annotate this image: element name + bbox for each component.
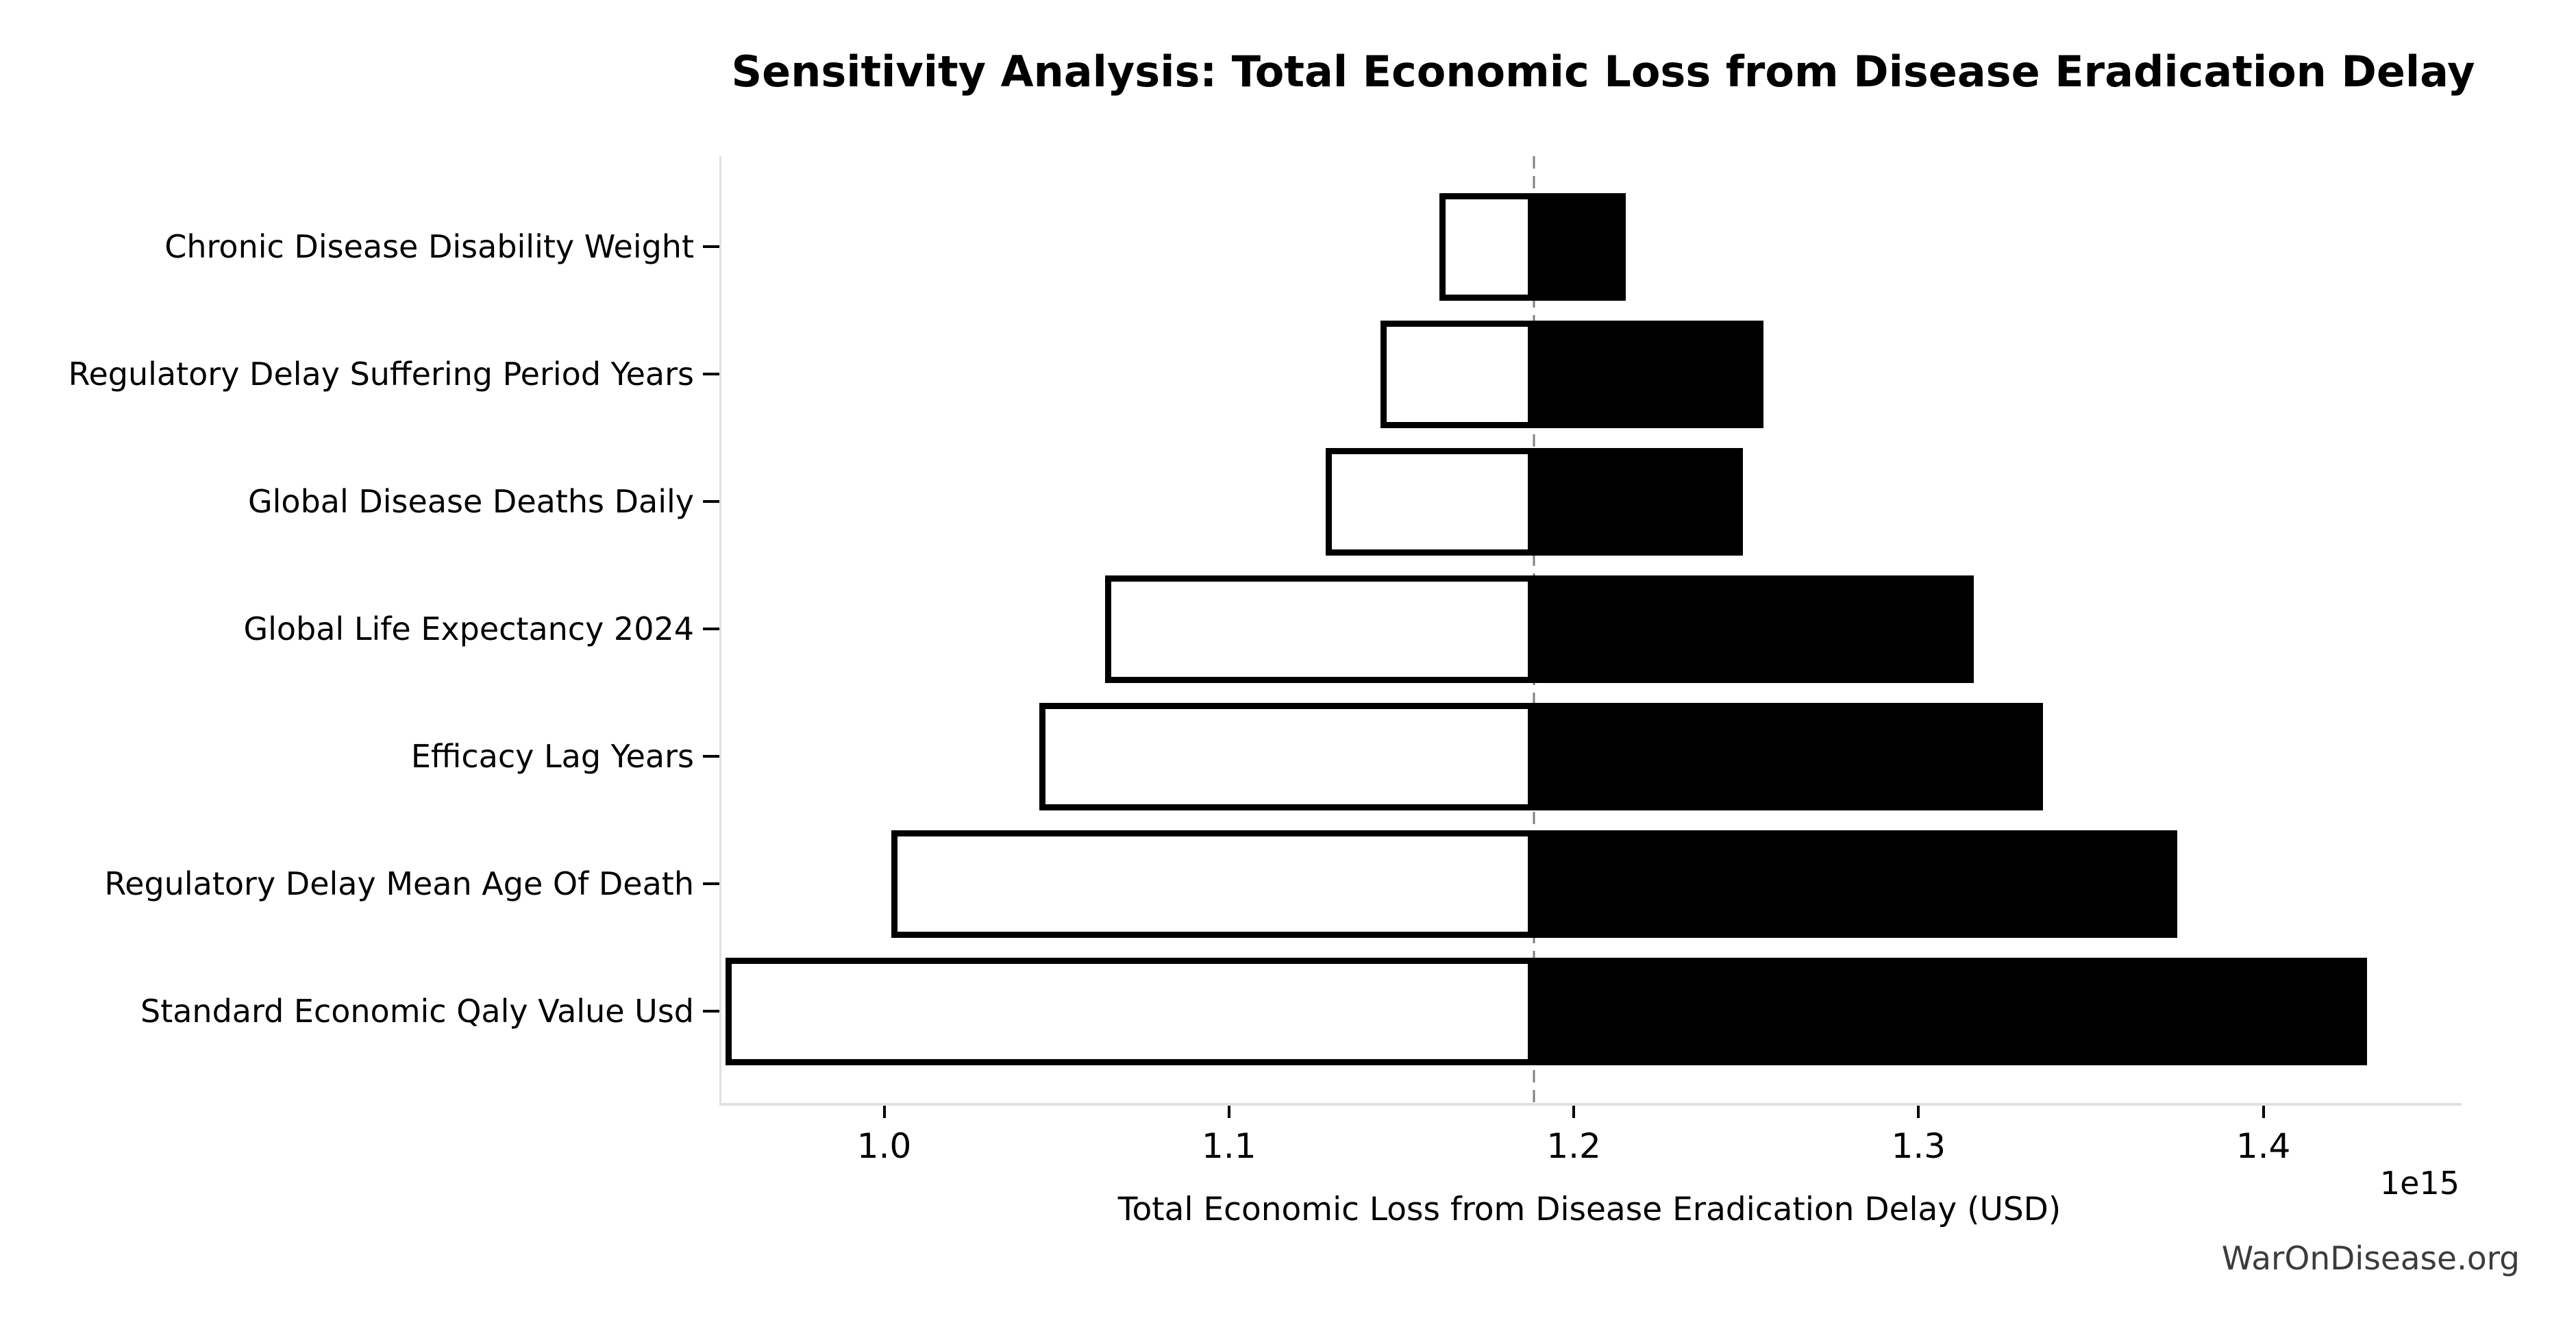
watermark-text: WarOnDisease.org [2221,1240,2520,1278]
high-bar [1534,958,2367,1065]
x-tick-mark [1917,1106,1920,1118]
low-bar [1104,575,1535,683]
y-axis-category-label: Global Disease Deaths Daily [248,483,694,521]
y-tick-mark [703,1010,719,1013]
x-tick-label: 1.2 [1546,1126,1601,1166]
high-bar [1534,193,1626,301]
y-axis-category-label: Global Life Expectancy 2024 [243,610,694,648]
chart-title: Sensitivity Analysis: Total Economic Los… [731,47,2475,97]
high-bar [1534,447,1743,556]
x-tick-label: 1.0 [856,1126,912,1166]
high-bar [1534,830,2177,938]
y-tick-mark [703,755,719,758]
plot-area: 1.0 1.1 1.2 1.3 1.4 [703,156,2462,1166]
x-tick-label: 1.4 [2236,1126,2291,1166]
y-axis-category-label: Standard Economic Qaly Value Usd [140,993,694,1030]
x-axis-offset-label: 1e15 [2379,1165,2460,1202]
low-bar [1439,193,1535,301]
x-tick-label: 1.3 [1891,1126,1946,1166]
y-tick-mark [703,245,719,249]
y-tick-mark [703,373,719,376]
x-axis-title: Total Economic Loss from Disease Eradica… [1117,1191,2061,1228]
y-axis-category-label: Regulatory Delay Suffering Period Years [68,356,694,393]
y-tick-mark [703,628,719,631]
y-axis-category-label: Chronic Disease Disability Weight [164,228,694,266]
low-bar [1380,320,1535,428]
y-axis-category-label: Regulatory Delay Mean Age Of Death [104,865,694,903]
x-tick-label: 1.1 [1202,1126,1256,1166]
x-tick-mark [1572,1106,1576,1118]
low-bar [726,958,1535,1065]
high-bar [1534,702,2043,810]
low-bar [1039,702,1535,810]
low-bar [1325,447,1535,556]
low-bar [891,830,1535,938]
y-tick-mark [703,500,719,504]
x-tick-mark [882,1106,886,1118]
high-bar [1534,575,1974,683]
y-axis-category-label: Efficacy Lag Years [410,738,694,776]
x-tick-mark [2262,1106,2265,1118]
y-tick-mark [703,882,719,886]
y-axis-labels: Chronic Disease Disability Weight Regulat… [0,156,694,1103]
high-bar [1534,320,1763,428]
x-tick-mark [1227,1106,1230,1118]
